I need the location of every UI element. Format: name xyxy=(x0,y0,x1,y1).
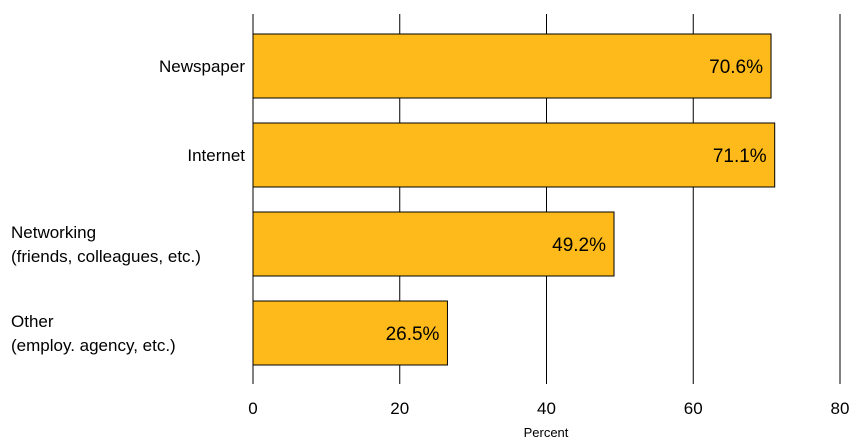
category-label-0: Newspaper xyxy=(159,57,245,76)
category-label-line: Other xyxy=(11,312,54,331)
x-axis-ticks: 0 20 40 60 80 xyxy=(248,399,849,418)
data-label-0: 70.6% xyxy=(709,57,763,78)
data-labels: 70.6% 71.1% 49.2% 26.5% xyxy=(386,57,767,345)
x-tick-label-60: 60 xyxy=(684,399,703,418)
category-label-3: Other (employ. agency, etc.) xyxy=(11,312,176,355)
bars xyxy=(252,33,776,366)
bar-1 xyxy=(252,122,776,188)
x-tick-label-0: 0 xyxy=(248,399,257,418)
bar-3 xyxy=(252,300,448,366)
x-tick-label-80: 80 xyxy=(831,399,850,418)
category-labels: Newspaper Internet Networking (friends, col… xyxy=(11,57,245,355)
data-label-2: 49.2% xyxy=(552,235,606,256)
x-tick-label-20: 20 xyxy=(390,399,409,418)
x-axis-title: Percent xyxy=(524,425,569,439)
bar-0 xyxy=(252,33,772,99)
category-label-line: (friends, colleagues, etc.) xyxy=(11,247,201,266)
data-label-3: 26.5% xyxy=(386,324,440,345)
category-label-2: Networking (friends, colleagues, etc.) xyxy=(11,223,201,266)
data-label-1: 71.1% xyxy=(713,146,767,167)
category-label-1: Internet xyxy=(187,146,245,165)
category-label-line: Networking xyxy=(11,223,96,242)
category-label-line: (employ. agency, etc.) xyxy=(11,336,176,355)
x-tick-label-40: 40 xyxy=(537,399,556,418)
bar-2 xyxy=(252,211,615,277)
